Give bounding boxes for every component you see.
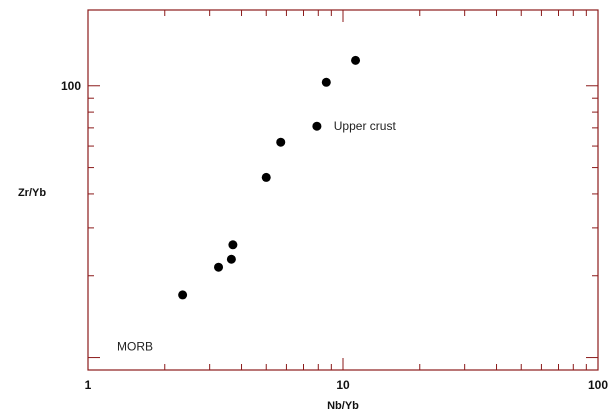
x-tick-label: 1 [85, 378, 92, 392]
x-tick-label: 100 [588, 378, 608, 392]
annotation-label: Upper crust [334, 119, 397, 133]
axis-tick-labels: 1 10 100 100 [61, 79, 608, 392]
annotation-label: MORB [117, 339, 153, 353]
data-point [276, 137, 286, 147]
x-axis-label: Nb/Yb [327, 400, 359, 412]
data-point [321, 77, 331, 87]
y-axis-label: Zr/Yb [18, 187, 46, 199]
data-point [312, 121, 322, 131]
data-points [178, 55, 361, 300]
data-point [261, 172, 271, 182]
data-point [226, 254, 236, 264]
data-point [214, 262, 224, 272]
y-tick-label: 100 [61, 79, 81, 93]
x-tick-label: 10 [336, 378, 350, 392]
annotations: Upper crust MORB [117, 119, 396, 353]
plot-frame [87, 9, 599, 371]
data-point [228, 240, 238, 250]
data-point [351, 55, 361, 65]
data-point [178, 290, 188, 300]
axis-ticks [87, 10, 599, 371]
